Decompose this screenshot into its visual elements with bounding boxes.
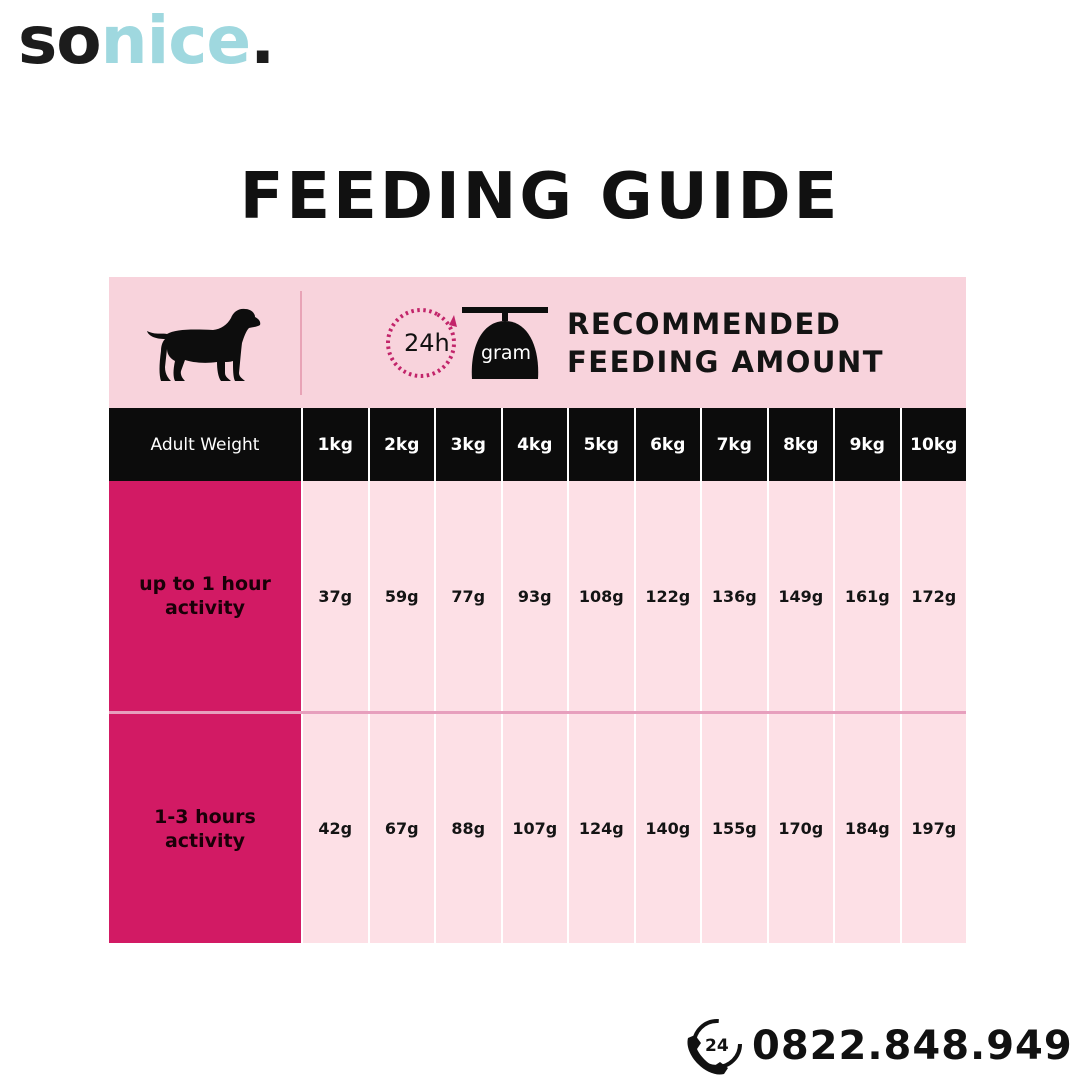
- scale-gram-icon: gram: [462, 307, 548, 379]
- header-weight: 7kg: [700, 408, 767, 481]
- header-weight: 9kg: [833, 408, 900, 481]
- row-label: 1-3 hours activity: [109, 714, 301, 943]
- banner-divider: [300, 291, 302, 395]
- clock-text: 24h: [404, 329, 450, 357]
- table-cell: 172g: [899, 481, 966, 711]
- brand-logo: sonice.: [18, 8, 275, 74]
- phone-24h-icon: 24: [687, 1019, 742, 1075]
- table-cell: 155g: [700, 714, 767, 943]
- recommended-line-1: RECOMMENDED: [567, 307, 842, 341]
- page-title: FEEDING GUIDE: [239, 160, 841, 234]
- header-weight: 3kg: [434, 408, 501, 481]
- table-cell: 184g: [833, 714, 900, 943]
- table-header-row: Adult Weight 1kg 2kg 3kg 4kg 5kg 6kg 7kg…: [109, 408, 966, 481]
- table-cell: 124g: [567, 714, 634, 943]
- header-weight: 5kg: [567, 408, 634, 481]
- table-cell: 136g: [700, 481, 767, 711]
- phone-badge-text: 24: [705, 1036, 729, 1056]
- table-cell: 67g: [367, 714, 434, 943]
- header-weight: 1kg: [301, 408, 368, 481]
- header-weight: 8kg: [766, 408, 834, 481]
- row-label-text: 1-3 hours activity: [154, 805, 256, 852]
- table-cell: 37g: [301, 481, 368, 711]
- phone-number[interactable]: 0822.848.949: [752, 1023, 1073, 1069]
- table-cell: 59g: [367, 481, 434, 711]
- header-weight: 6kg: [633, 408, 701, 481]
- table-cell: 170g: [766, 714, 833, 943]
- recommended-feeding-amount: RECOMMENDED FEEDING AMOUNT: [567, 305, 884, 381]
- table-cell: 108g: [567, 481, 634, 711]
- header-weight: 2kg: [367, 408, 435, 481]
- feeding-banner: 24h gram RECOMMENDED FEEDING AMOUNT: [109, 277, 966, 408]
- row-label-text: up to 1 hour activity: [139, 573, 271, 619]
- contact-phone[interactable]: 24 0822.848.949: [684, 1016, 1073, 1076]
- recommended-line-2: FEEDING AMOUNT: [567, 345, 885, 379]
- table-cell: 107g: [500, 714, 567, 943]
- header-weight: 10kg: [899, 408, 967, 481]
- table-cell: 140g: [633, 714, 700, 943]
- table-row: up to 1 hour activity 37g 59g 77g 93g 10…: [109, 481, 966, 711]
- table-cell: 197g: [899, 714, 966, 943]
- row-label: up to 1 hour activity: [109, 481, 301, 711]
- table-cell: 149g: [766, 481, 833, 711]
- table-cell: 93g: [500, 481, 567, 711]
- scale-text: gram: [481, 342, 531, 364]
- table-cell: 77g: [434, 481, 501, 711]
- table-cell: 122g: [633, 481, 700, 711]
- table-cell: 42g: [301, 714, 368, 943]
- table-row: 1-3 hours activity 42g 67g 88g 107g 124g…: [109, 711, 966, 943]
- logo-dot: .: [250, 2, 275, 79]
- header-weight: 4kg: [500, 408, 568, 481]
- table-cell: 88g: [434, 714, 501, 943]
- table-cell: 161g: [833, 481, 900, 711]
- clock-24h-icon: 24h: [386, 308, 457, 378]
- logo-part-dark: so: [18, 2, 102, 79]
- header-adult-weight: Adult Weight: [150, 434, 260, 455]
- dog-silhouette-icon: [147, 308, 261, 381]
- logo-part-teal: nice: [100, 2, 251, 79]
- feeding-table: Adult Weight 1kg 2kg 3kg 4kg 5kg 6kg 7kg…: [109, 408, 966, 943]
